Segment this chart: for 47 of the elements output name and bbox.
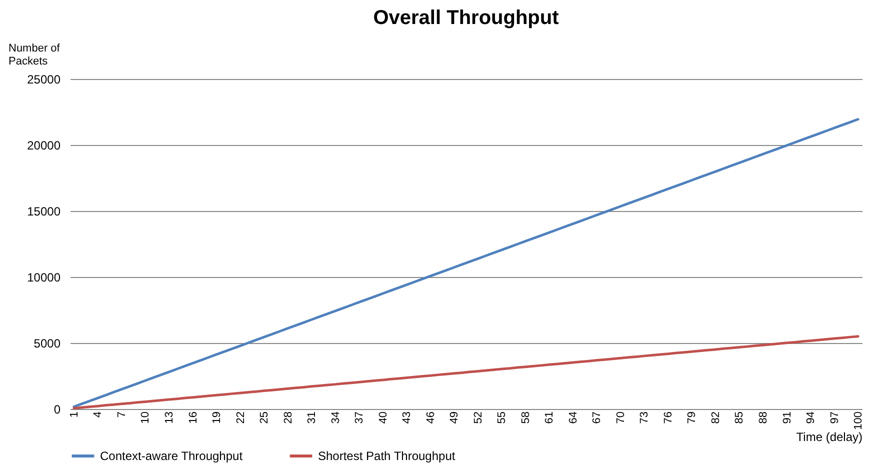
x-tick-label: 28: [282, 412, 294, 424]
x-tick-label: 19: [211, 412, 224, 424]
x-tick-label: 34: [330, 412, 342, 424]
x-tick-label: 82: [710, 412, 722, 424]
x-tick-label: 58: [520, 412, 532, 424]
x-axis-title: Time (delay): [796, 430, 863, 444]
x-tick-label: 13: [164, 412, 176, 424]
x-tick-label: 91: [781, 412, 794, 424]
x-tick-label: 85: [734, 412, 746, 424]
y-tick-label: 15000: [27, 204, 61, 218]
x-tick-label: 64: [567, 412, 580, 424]
legend-label: Context-aware Throughput: [100, 449, 244, 463]
x-tick-label: 88: [758, 412, 770, 424]
x-tick-label: 61: [544, 412, 556, 424]
x-tick-label: 49: [448, 412, 461, 424]
x-tick-label: 31: [306, 412, 318, 424]
x-tick-label: 43: [401, 412, 414, 424]
x-tick-label: 52: [472, 412, 484, 424]
line-series: [72, 118, 860, 408]
y-tick-label: 10000: [27, 270, 61, 284]
x-tick-label: 73: [638, 412, 651, 424]
x-tick-label: 55: [496, 412, 508, 424]
x-tick-label: 79: [686, 412, 698, 424]
x-tick-label: 37: [354, 412, 366, 424]
x-tick-label: 10: [140, 412, 152, 424]
x-tick-label: 70: [614, 412, 627, 424]
x-tick-label: 40: [377, 412, 390, 424]
y-tick-label: 20000: [27, 138, 61, 152]
x-tick-label: 100: [852, 412, 865, 430]
y-axis-title: Number of Packets: [8, 42, 61, 68]
x-tick-label: 25: [258, 412, 271, 424]
x-tick-label: 97: [828, 412, 841, 424]
x-tick-label: 22: [234, 412, 247, 424]
line-series: [72, 335, 860, 410]
y-tick-label: 25000: [27, 72, 61, 86]
x-tick-label: 67: [591, 412, 604, 424]
legend-label: Shortest Path Throughput: [318, 449, 456, 463]
x-tick-label: 7: [116, 412, 128, 418]
x-tick-label: 46: [424, 412, 437, 424]
x-tick-label: 76: [662, 412, 674, 424]
y-tick-label: 5000: [34, 336, 61, 350]
x-tick-label: 94: [805, 412, 818, 424]
x-tick-label: 16: [187, 412, 200, 424]
x-tick-label: 4: [92, 412, 104, 418]
y-tick-label: 0: [54, 402, 61, 416]
chart-title: Overall Throughput: [373, 7, 560, 29]
x-tick-label: 1: [68, 412, 80, 418]
